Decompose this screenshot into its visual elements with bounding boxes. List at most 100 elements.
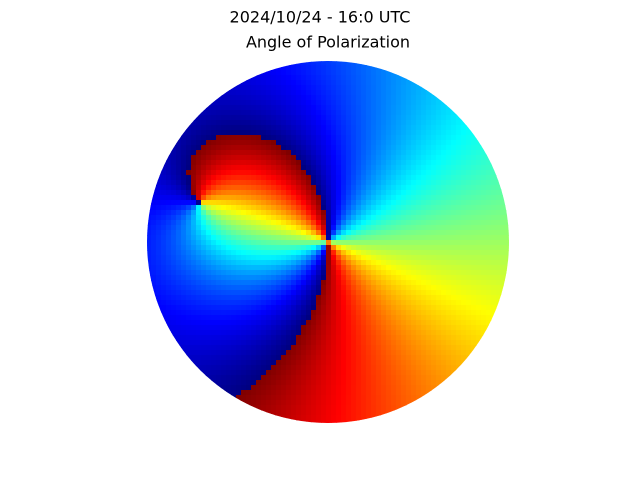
field-cell (366, 61, 372, 66)
field-cell (486, 210, 492, 216)
field-cell (331, 360, 337, 366)
field-cell (196, 215, 202, 221)
field-cell (391, 130, 397, 136)
field-cell (391, 175, 397, 181)
field-cell (336, 280, 342, 286)
field-cell (466, 175, 472, 181)
field-cell (466, 350, 472, 356)
field-cell (356, 190, 362, 196)
field-cell (421, 205, 427, 211)
field-cell (441, 210, 447, 216)
field-cell (391, 400, 397, 406)
field-cell (311, 130, 317, 136)
field-cell (296, 305, 302, 311)
field-cell (431, 320, 437, 326)
field-cell (296, 210, 302, 216)
field-cell (246, 335, 252, 341)
field-cell (371, 345, 377, 351)
field-cell (406, 305, 412, 311)
field-cell (296, 360, 302, 366)
field-cell (196, 185, 202, 191)
field-cell (471, 275, 477, 281)
field-cell (476, 295, 482, 301)
field-cell (221, 110, 227, 116)
field-cell (221, 155, 227, 161)
field-cell (321, 265, 327, 271)
field-cell (376, 75, 382, 81)
field-cell (331, 155, 337, 161)
field-cell (246, 385, 252, 391)
field-cell (381, 75, 387, 81)
field-cell (286, 140, 292, 146)
field-cell (281, 260, 287, 266)
field-cell (336, 125, 342, 131)
field-cell (471, 245, 477, 251)
field-cell (171, 205, 177, 211)
field-cell (306, 90, 312, 96)
field-cell (206, 330, 212, 336)
field-cell (301, 175, 307, 181)
field-cell (371, 375, 377, 381)
field-cell (166, 305, 172, 311)
field-cell (356, 175, 362, 181)
field-cell (411, 370, 417, 376)
field-cell (441, 135, 447, 141)
field-cell (411, 245, 417, 251)
field-cell (191, 195, 197, 201)
field-cell (236, 125, 242, 131)
field-cell (261, 375, 267, 381)
field-cell (431, 180, 437, 186)
field-cell (371, 320, 377, 326)
field-cell (446, 335, 452, 341)
field-cell (241, 80, 247, 86)
field-cell (251, 150, 257, 156)
field-cell (147, 235, 152, 241)
field-cell (251, 165, 257, 171)
field-cell (241, 110, 247, 116)
field-cell (371, 355, 377, 361)
field-cell (186, 235, 192, 241)
field-cell (371, 260, 377, 266)
field-cell (216, 260, 222, 266)
field-cell (481, 340, 487, 346)
field-cell (306, 260, 312, 266)
field-cell (401, 215, 407, 221)
field-cell (201, 315, 207, 321)
field-cell (346, 260, 352, 266)
field-cell (201, 240, 207, 246)
field-cell (436, 215, 442, 221)
field-cell (226, 220, 232, 226)
field-cell (181, 275, 187, 281)
field-cell (301, 235, 307, 241)
field-cell (391, 300, 397, 306)
field-cell (281, 345, 287, 351)
field-cell (276, 405, 282, 411)
field-cell (466, 260, 472, 266)
field-cell (326, 225, 332, 231)
field-cell (356, 85, 362, 91)
field-cell (311, 315, 317, 321)
field-cell (381, 320, 387, 326)
field-cell (411, 75, 417, 81)
field-cell (356, 410, 362, 416)
field-cell (346, 210, 352, 216)
field-cell (366, 80, 372, 86)
field-cell (456, 115, 462, 121)
field-cell (406, 395, 412, 401)
field-cell (501, 230, 507, 236)
field-cell (321, 215, 327, 221)
field-cell (326, 305, 332, 311)
field-cell (341, 115, 347, 121)
field-cell (431, 195, 437, 201)
field-cell (386, 305, 392, 311)
field-cell (276, 240, 282, 246)
field-cell (411, 185, 417, 191)
field-cell (411, 365, 417, 371)
field-cell (506, 200, 509, 206)
field-cell (366, 165, 372, 171)
field-cell (191, 225, 197, 231)
field-cell (401, 95, 407, 101)
field-cell (391, 240, 397, 246)
field-cell (366, 200, 372, 206)
field-cell (351, 95, 357, 101)
